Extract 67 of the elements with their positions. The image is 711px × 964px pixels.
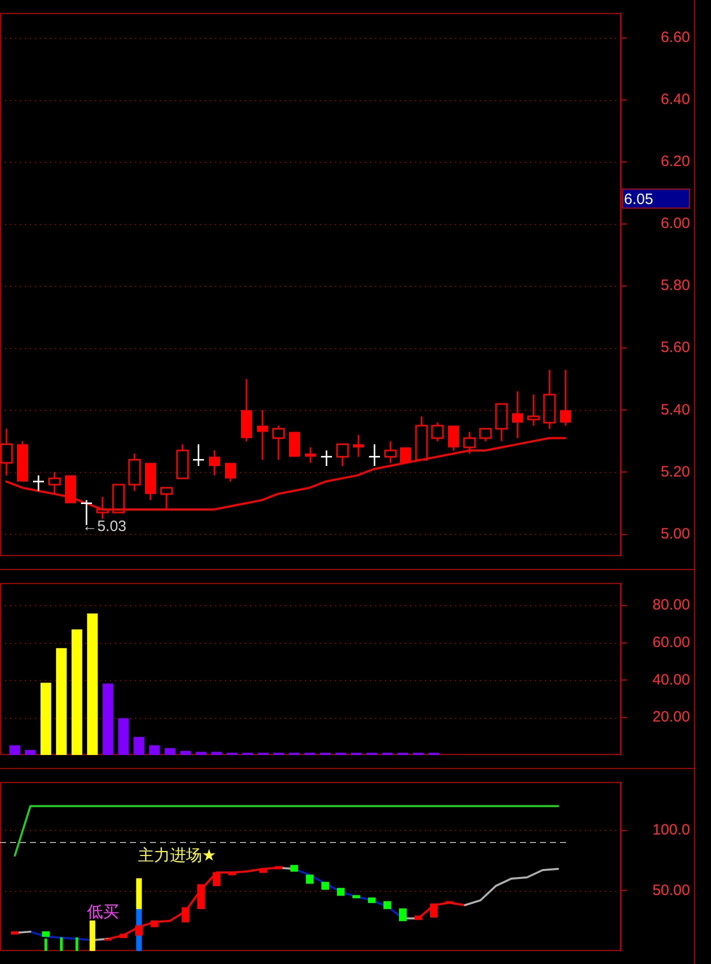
candlestick — [368, 444, 381, 467]
y-tick-label: 40.00 — [652, 671, 690, 688]
y-tick-label: 50.00 — [652, 882, 690, 899]
candlestick — [527, 394, 540, 426]
bar — [134, 736, 144, 755]
bar — [321, 882, 330, 890]
bar — [164, 748, 176, 755]
candlestick — [0, 428, 13, 476]
bar — [60, 937, 63, 951]
annotation: ←5.03 — [82, 518, 126, 536]
bar — [180, 750, 191, 755]
bar — [196, 752, 206, 755]
bar — [72, 629, 82, 755]
bar — [56, 648, 67, 755]
y-tick-label: 5.00 — [660, 525, 690, 542]
y-tick-label: 5.60 — [660, 339, 690, 356]
bar — [150, 920, 158, 928]
candlestick — [495, 403, 508, 442]
candlestick — [272, 424, 285, 461]
bar — [182, 907, 190, 922]
bar — [136, 878, 142, 910]
bar — [25, 750, 36, 755]
bar — [135, 925, 143, 936]
y-tick-label: 6.40 — [660, 91, 690, 108]
bar — [102, 684, 114, 755]
bar — [352, 895, 360, 898]
bar — [368, 898, 376, 904]
candlestick — [128, 452, 141, 492]
y-tick-label: 6.00 — [660, 215, 690, 232]
bar — [11, 931, 19, 934]
bar — [149, 745, 160, 755]
bar — [399, 908, 407, 922]
bar — [383, 901, 392, 910]
candlestick — [384, 440, 397, 464]
candlestick — [543, 369, 556, 430]
text: 6.05 — [624, 190, 654, 208]
y-tick-label: 5.20 — [660, 463, 690, 480]
bar — [90, 920, 96, 951]
candlestick — [192, 444, 205, 467]
candlestick — [32, 474, 45, 492]
bar — [414, 916, 422, 920]
y-tick-label: 6.20 — [660, 153, 690, 170]
bar — [430, 904, 438, 918]
bar — [40, 682, 52, 755]
candlestick — [336, 444, 349, 467]
bar — [336, 888, 345, 896]
y-tick-label: 5.40 — [660, 401, 690, 418]
candlestick — [320, 450, 333, 467]
y-tick-label: 20.00 — [652, 708, 690, 726]
candlestick — [48, 471, 61, 495]
bar — [76, 937, 78, 951]
annotation: 主力进场★ — [138, 846, 216, 865]
bar — [197, 884, 205, 910]
y-tick-label: 100.0 — [652, 821, 690, 838]
bar — [87, 614, 98, 755]
bar — [228, 872, 236, 876]
bar — [290, 864, 298, 872]
bar — [211, 752, 222, 755]
bar — [118, 718, 129, 755]
y-tick-label: 6.60 — [660, 28, 690, 46]
bar — [306, 874, 314, 884]
y-tick-label: 60.00 — [652, 634, 690, 651]
annotation: 低买 — [87, 902, 120, 922]
y-tick-label: 5.80 — [660, 277, 690, 294]
y-tick-label: 80.00 — [652, 596, 690, 614]
bar — [212, 872, 220, 886]
bar — [10, 745, 20, 755]
